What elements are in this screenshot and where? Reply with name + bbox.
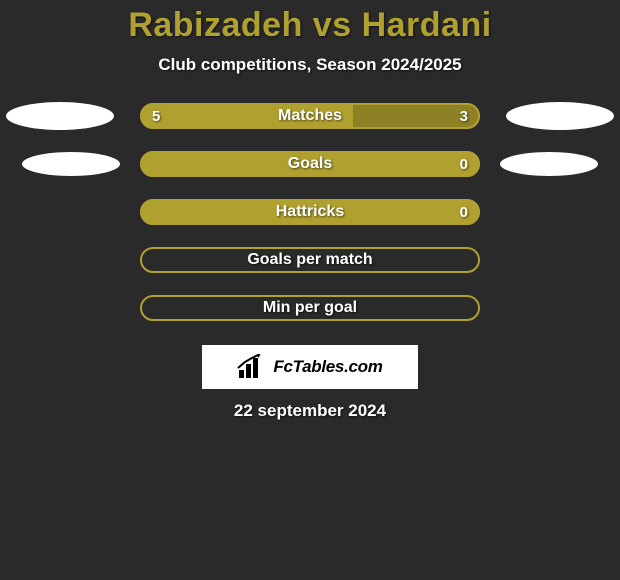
stat-rows: Matches53 Goals0 Hattricks0 Goals per match… (0, 103, 620, 321)
player2-name: Hardani (362, 6, 492, 44)
stat-bar: Min per goal (140, 295, 480, 321)
vs-text: vs (303, 6, 362, 44)
stat-row: Min per goal (0, 295, 620, 321)
stat-label: Min per goal (140, 295, 480, 321)
bar-border (140, 247, 480, 273)
bar-fill-left (140, 151, 480, 177)
stat-row: Goals per match (0, 247, 620, 273)
bar-fill-left (140, 199, 480, 225)
bar-border (140, 295, 480, 321)
stat-bar: Matches53 (140, 103, 480, 129)
barchart-icon (237, 354, 267, 380)
player1-photo-placeholder (22, 152, 120, 176)
bar-fill-left (140, 103, 353, 129)
stat-bar: Hattricks0 (140, 199, 480, 225)
stat-bar: Goals0 (140, 151, 480, 177)
comparison-infographic: Rabizadeh vs Hardani Club competitions, … (0, 0, 620, 421)
stat-row: Hattricks0 (0, 199, 620, 225)
stat-label: Goals per match (140, 247, 480, 273)
logo-text: FcTables.com (273, 357, 382, 377)
date-text: 22 september 2024 (0, 401, 620, 421)
player1-photo-placeholder (6, 102, 114, 130)
player2-photo-placeholder (506, 102, 614, 130)
player1-name: Rabizadeh (128, 6, 303, 44)
stat-row: Goals0 (0, 151, 620, 177)
page-title: Rabizadeh vs Hardani (0, 6, 620, 45)
subtitle: Club competitions, Season 2024/2025 (0, 55, 620, 75)
stat-bar: Goals per match (140, 247, 480, 273)
stat-row: Matches53 (0, 103, 620, 129)
player2-photo-placeholder (500, 152, 598, 176)
logo-box: FcTables.com (202, 345, 418, 389)
bar-fill-right (353, 103, 481, 129)
